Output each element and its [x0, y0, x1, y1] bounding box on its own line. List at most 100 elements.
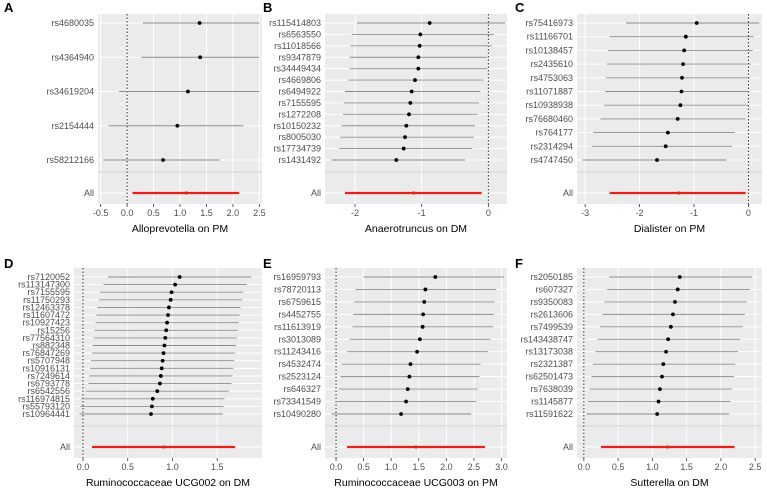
snp-point [418, 32, 423, 37]
snp-label: rs646327 [283, 384, 321, 394]
snp-point [668, 324, 673, 329]
summary-point [161, 445, 166, 449]
snp-point [159, 366, 164, 371]
snp-label: rs11591622 [526, 409, 573, 419]
panel-background [325, 268, 507, 458]
snp-point [166, 305, 171, 310]
snp-label: rs4452755 [278, 309, 321, 319]
x-tick-label: 0.5 [357, 462, 370, 472]
x-tick-label: 0.0 [77, 462, 90, 472]
snp-point [401, 146, 406, 151]
snp-label: rs58212166 [46, 155, 94, 165]
x-tick-label: -3 [581, 208, 589, 218]
snp-label: rs2523124 [278, 372, 321, 382]
snp-point [656, 399, 661, 404]
snp-label: rs7249614 [27, 371, 70, 381]
summary-label: All [563, 442, 573, 452]
snp-label: rs76680460 [525, 114, 573, 124]
snp-label: rs10150232 [273, 121, 321, 131]
snp-label: rs7499539 [530, 322, 573, 332]
x-tick-label: 2.5 [253, 208, 266, 218]
snp-label: rs10490280 [273, 409, 321, 419]
snp-label: rs607327 [535, 284, 573, 294]
x-tick-label: 2.0 [440, 462, 453, 472]
x-tick-label: 1.0 [174, 208, 187, 218]
snp-point [415, 349, 420, 354]
snp-label: rs11243416 [274, 347, 321, 357]
snp-label: rs8005030 [278, 132, 321, 142]
snp-point [417, 43, 422, 48]
summary-label: All [311, 188, 321, 198]
snp-label: rs4364940 [51, 52, 94, 62]
snp-label: rs6793778 [27, 379, 70, 389]
panel-letter: B [263, 0, 272, 15]
panel-letter: E [263, 256, 272, 271]
panel-background [74, 268, 262, 458]
panel-background [577, 14, 762, 204]
x-tick-label: 0.5 [121, 462, 134, 472]
x-axis-title: Dialister on PM [634, 223, 705, 235]
snp-point [161, 158, 165, 162]
panel-c: rs75416973 rs11166701 rs10138457 rs2435610 r… [515, 0, 762, 235]
snp-label: rs10938938 [525, 100, 573, 110]
x-tick-label: -1 [690, 208, 698, 218]
snp-label: rs1431492 [278, 155, 321, 165]
x-tick-label: 0.0 [330, 462, 343, 472]
snp-point [413, 78, 417, 82]
snp-label: rs34449434 [273, 64, 321, 74]
x-tick-label: 0.0 [121, 208, 134, 218]
snp-point [405, 387, 410, 391]
snp-point [186, 89, 190, 94]
snp-label: rs10138457 [525, 45, 573, 55]
snp-label: rs62501473 [525, 372, 573, 382]
snp-point [666, 337, 671, 342]
snp-label: rs1272208 [278, 109, 321, 119]
snp-point [399, 412, 404, 416]
snp-point [427, 21, 432, 25]
snp-point [169, 290, 174, 295]
snp-label: rs4747450 [530, 155, 573, 165]
snp-label: rs11018566 [274, 41, 321, 51]
snp-point [677, 275, 682, 279]
snp-label: rs882348 [32, 341, 70, 351]
snp-label: rs7638039 [530, 384, 573, 394]
x-tick-label: 1.5 [680, 462, 693, 472]
panel-background [325, 14, 507, 204]
x-tick-label: 0.5 [612, 462, 625, 472]
panel-a: rs4680035 rs4364940 rs34619204 rs2154444 rs5… [4, 0, 266, 235]
snp-label: rs6542556 [27, 386, 70, 396]
snp-label: rs3013089 [278, 334, 321, 344]
snp-point [675, 117, 680, 121]
snp-point [423, 287, 428, 292]
snp-point [149, 412, 153, 416]
snp-label: rs764177 [535, 128, 573, 138]
snp-label: rs7120052 [27, 272, 70, 282]
snp-label: rs7155595 [27, 287, 70, 297]
snp-label: rs75416973 [525, 18, 573, 28]
x-tick-label: 1.0 [166, 462, 179, 472]
snp-point [682, 48, 687, 53]
snp-point [177, 275, 182, 279]
snp-point [160, 358, 165, 363]
snp-point [163, 335, 168, 340]
snp-label: rs11750293 [23, 295, 70, 305]
snp-label: rs11166701 [527, 32, 573, 42]
snp-point [671, 312, 675, 317]
snp-point [661, 362, 666, 367]
snp-point [660, 374, 664, 379]
snp-label: rs6494922 [278, 87, 321, 97]
summary-label: All [311, 442, 321, 452]
x-axis-title: Sutterella on DM [630, 477, 708, 489]
snp-label: rs76847269 [22, 348, 70, 358]
snp-label: rs2050185 [530, 272, 573, 282]
snp-point [173, 282, 178, 287]
summary-label: All [563, 188, 573, 198]
snp-point [155, 389, 160, 394]
snp-point [158, 381, 162, 386]
x-tick-label: 2.5 [749, 462, 762, 472]
snp-point [161, 351, 166, 356]
snp-label: rs2154444 [51, 121, 94, 131]
snp-label: rs34619204 [46, 87, 94, 97]
